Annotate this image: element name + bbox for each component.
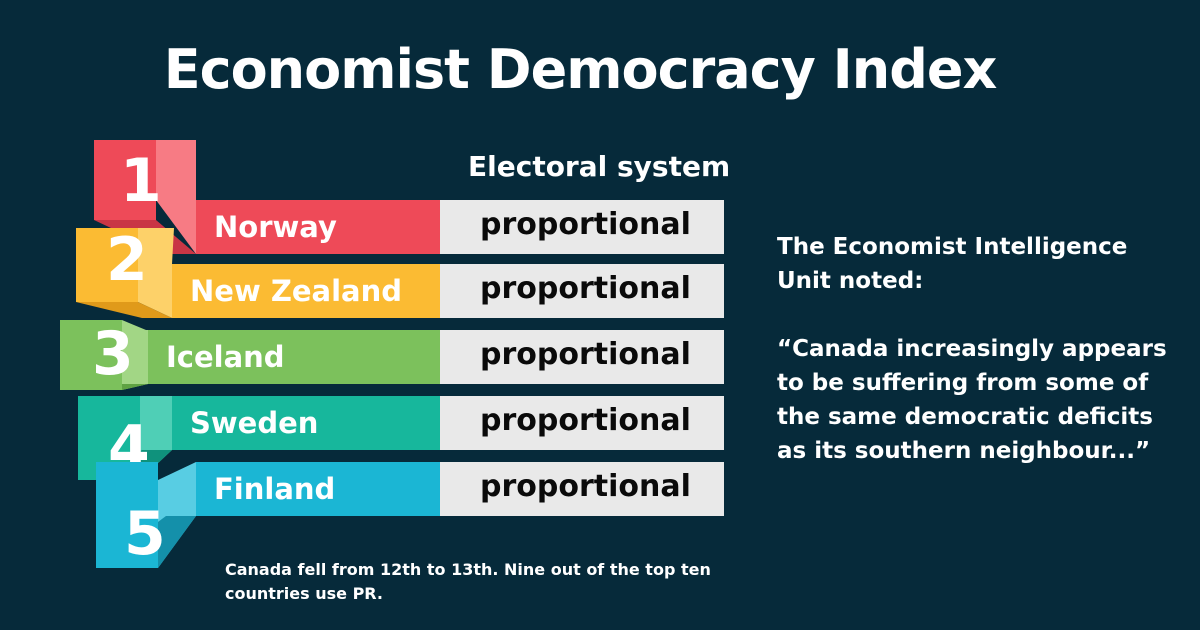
country-band (148, 330, 440, 384)
page-title: Economist Democracy Index (163, 38, 998, 101)
ribbon-shadow (76, 302, 172, 318)
rank-number: 1 (120, 146, 162, 216)
electoral-system-cell: proportional (440, 396, 724, 450)
footnote: Canada fell from 12th to 13th. Nine out … (225, 560, 711, 603)
electoral-system-cell: proportional (440, 264, 724, 318)
electoral-system-cell: proportional (440, 462, 724, 516)
country-name: Sweden (190, 406, 319, 440)
country-name: New Zealand (190, 274, 403, 308)
rank-ribbon: 5 (96, 462, 440, 569)
rank-number: 5 (124, 499, 166, 569)
electoral-system-cell: proportional (440, 330, 724, 384)
quote-intro: The Economist Intelligence Unit noted: (777, 234, 1128, 294)
ranking-row: 3 Iceland proportional (0, 319, 1200, 410)
ribbon-fold (122, 320, 148, 390)
country-name: Norway (214, 210, 337, 244)
column-header: Electoral system (468, 150, 731, 183)
country-name: Iceland (166, 340, 285, 374)
rank-ribbon: 3 (60, 319, 440, 390)
country-band (196, 462, 440, 516)
rank-number: 2 (106, 225, 148, 295)
country-band (172, 264, 440, 318)
rank-block (76, 228, 138, 302)
quote-block: The Economist Intelligence Unit noted: “… (777, 230, 1177, 468)
quote-text: “Canada increasingly appears to be suffe… (777, 336, 1167, 464)
country-band (172, 396, 440, 450)
rank-ribbon: 2 (76, 225, 440, 318)
rank-number: 3 (92, 319, 134, 389)
ribbon-fold (138, 228, 174, 318)
electoral-system-cell: proportional (440, 200, 724, 254)
country-band (196, 200, 440, 254)
rank-block (60, 320, 122, 390)
country-name: Finland (214, 472, 336, 506)
rank-block (94, 140, 156, 220)
ribbon-fold (156, 140, 196, 254)
ranking-row: 5 Finland proportional (0, 462, 1200, 569)
ranking-row: 2 New Zealand proportional (0, 225, 1200, 318)
rank-block (96, 462, 158, 568)
ranking-row: 1 Norway proportional (0, 140, 1200, 254)
